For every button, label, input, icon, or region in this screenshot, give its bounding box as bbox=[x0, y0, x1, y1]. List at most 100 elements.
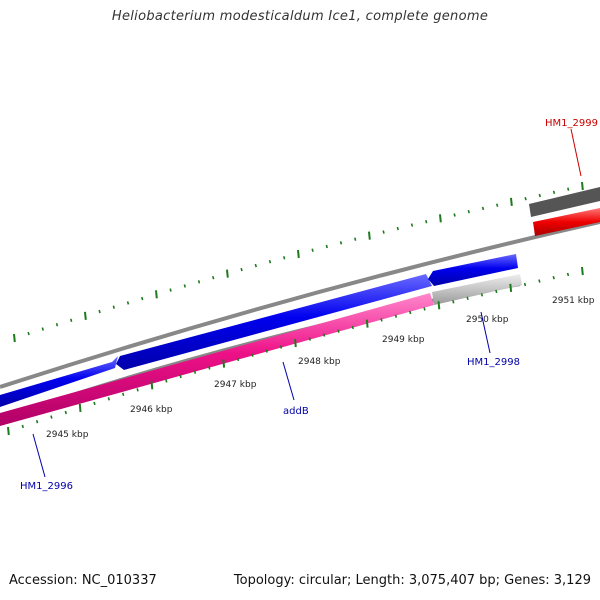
tick-mark-upper bbox=[524, 196, 527, 201]
tick-mark-lower bbox=[581, 266, 584, 276]
gene-arrow-grey[interactable] bbox=[432, 274, 522, 305]
tick-mark-upper bbox=[339, 241, 343, 245]
tick-mark-upper bbox=[55, 322, 59, 327]
leader-line-HM1-2998 bbox=[480, 311, 491, 354]
tick-mark-lower bbox=[222, 359, 226, 368]
tick-mark-upper bbox=[410, 223, 414, 227]
tick-mark-upper bbox=[240, 267, 243, 272]
tick-mark-upper bbox=[98, 309, 101, 314]
tick-mark-lower bbox=[552, 275, 555, 280]
gene-arrow-HM1-2996[interactable] bbox=[0, 293, 434, 426]
tick-mark-lower bbox=[495, 289, 498, 294]
tick-mark-upper bbox=[581, 181, 584, 191]
tick-mark-lower bbox=[337, 329, 340, 333]
tick-mark-upper bbox=[510, 197, 513, 206]
tick-label-2949: 2949 kbp bbox=[382, 335, 425, 345]
tick-mark-lower bbox=[50, 415, 53, 419]
tick-mark-lower bbox=[122, 392, 125, 397]
tick-mark-upper bbox=[183, 284, 186, 288]
tick-mark-lower bbox=[107, 397, 110, 401]
gene-label-HM1-2999[interactable]: HM1_2999 bbox=[545, 118, 598, 129]
tick-mark-upper bbox=[112, 305, 115, 309]
tick-mark-upper bbox=[268, 259, 272, 264]
tick-mark-upper bbox=[325, 244, 328, 249]
tick-mark-lower bbox=[409, 310, 412, 315]
gene-arrow-HM1-2998[interactable] bbox=[428, 254, 518, 286]
gene-label-addB[interactable]: addB bbox=[283, 406, 309, 417]
tick-mark-lower bbox=[308, 337, 311, 341]
gene-rna-red[interactable] bbox=[533, 208, 600, 236]
tick-mark-upper bbox=[41, 327, 44, 331]
tick-mark-upper bbox=[552, 190, 556, 195]
tick-mark-upper bbox=[425, 219, 428, 224]
tick-mark-upper bbox=[567, 187, 570, 191]
tick-mark-lower bbox=[452, 300, 455, 304]
tick-mark-lower bbox=[208, 366, 211, 370]
tick-mark-upper bbox=[27, 331, 30, 336]
gene-label-HM1-2998[interactable]: HM1_2998 bbox=[467, 357, 520, 368]
tick-mark-lower bbox=[480, 293, 484, 297]
tick-mark-lower bbox=[365, 319, 369, 328]
tick-marks-lower bbox=[7, 266, 584, 436]
tick-mark-upper bbox=[368, 231, 371, 240]
tick-label-2947: 2947 kbp bbox=[214, 380, 257, 390]
gene-arrow-addB-forward[interactable] bbox=[0, 356, 118, 407]
tick-mark-upper bbox=[453, 213, 456, 217]
tick-mark-upper bbox=[226, 269, 229, 278]
genome-summary-text: Topology: circular; Length: 3,075,407 bp… bbox=[233, 573, 591, 588]
tick-mark-lower bbox=[78, 403, 82, 412]
tick-mark-lower bbox=[351, 325, 354, 330]
tick-mark-upper bbox=[396, 226, 399, 231]
tick-mark-upper bbox=[212, 275, 215, 280]
tick-mark-upper bbox=[311, 248, 314, 252]
tick-mark-lower bbox=[466, 296, 469, 301]
tick-label-2951: 2951 kbp bbox=[552, 296, 595, 306]
tick-mark-lower bbox=[7, 426, 10, 436]
gene-label-HM1-2996[interactable]: HM1_2996 bbox=[20, 481, 73, 492]
tick-mark-lower bbox=[538, 279, 541, 283]
tick-mark-lower bbox=[294, 338, 297, 348]
leader-line-HM1-2996 bbox=[32, 433, 46, 478]
tick-mark-upper bbox=[283, 256, 286, 260]
tick-mark-upper bbox=[538, 193, 541, 198]
tick-mark-lower bbox=[566, 272, 570, 277]
tick-mark-lower bbox=[265, 349, 268, 353]
tick-mark-lower bbox=[21, 424, 24, 429]
tick-label-2946: 2946 kbp bbox=[130, 405, 173, 415]
tick-mark-lower bbox=[165, 379, 168, 383]
tick-label-2950: 2950 kbp bbox=[466, 315, 509, 325]
tick-mark-lower bbox=[523, 282, 527, 287]
gene-dark-grey[interactable] bbox=[529, 187, 600, 217]
gene-arrow-forward[interactable] bbox=[116, 274, 432, 370]
tick-mark-upper bbox=[141, 296, 144, 301]
tick-marks-upper bbox=[13, 181, 584, 343]
tick-mark-upper bbox=[467, 209, 470, 214]
tick-mark-upper bbox=[13, 333, 16, 343]
tick-mark-lower bbox=[150, 381, 154, 390]
tick-mark-upper bbox=[254, 263, 257, 268]
tick-mark-lower bbox=[423, 307, 426, 311]
tick-mark-upper bbox=[70, 318, 73, 323]
accession-text: Accession: NC_010337 bbox=[9, 573, 157, 588]
tick-label-2948: 2948 kbp bbox=[298, 357, 341, 367]
genome-title: Heliobacterium modesticaldum Ice1, compl… bbox=[111, 9, 489, 24]
tick-mark-lower bbox=[251, 353, 254, 357]
leader-line-addB bbox=[282, 361, 295, 401]
tick-mark-upper bbox=[126, 301, 130, 305]
tick-mark-lower bbox=[509, 283, 513, 292]
tick-mark-upper bbox=[197, 280, 201, 284]
tick-mark-lower bbox=[35, 419, 39, 424]
tick-mark-upper bbox=[84, 311, 87, 320]
tick-mark-lower bbox=[437, 301, 441, 310]
tick-mark-lower bbox=[64, 410, 67, 415]
tick-label-2945: 2945 kbp bbox=[46, 430, 89, 440]
tick-mark-upper bbox=[439, 214, 442, 223]
tick-mark-lower bbox=[322, 333, 326, 337]
tick-mark-lower bbox=[93, 401, 96, 406]
backbone-outer-arc bbox=[0, 220, 600, 389]
tick-mark-lower bbox=[179, 374, 182, 379]
tick-mark-lower bbox=[380, 318, 383, 322]
tick-mark-lower bbox=[136, 388, 139, 392]
tick-mark-lower bbox=[279, 345, 283, 349]
